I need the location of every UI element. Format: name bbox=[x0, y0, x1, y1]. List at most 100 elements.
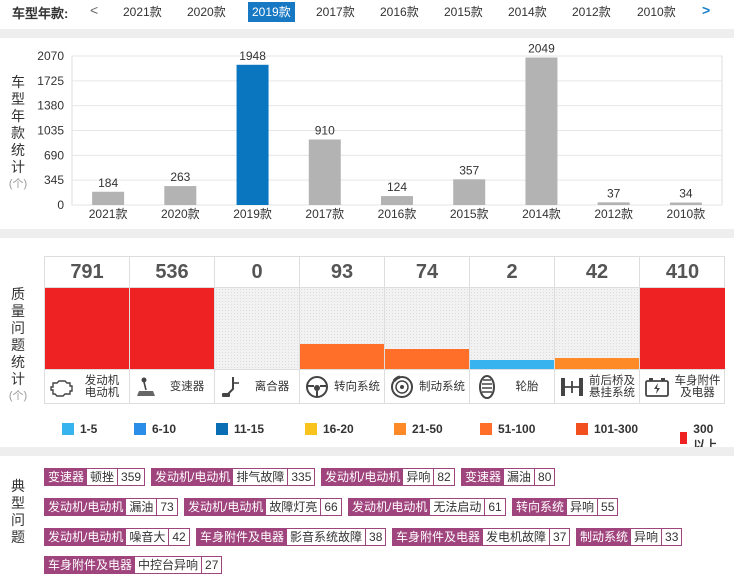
legend-item: 21-50 bbox=[394, 422, 443, 436]
quality-item-footer: 转向系统 bbox=[300, 369, 384, 403]
issue-tag[interactable]: 转向系统 异响 55 bbox=[512, 498, 619, 516]
quality-item-footer: 制动系统 bbox=[385, 369, 469, 403]
issue-tag-category: 发动机/电动机 bbox=[152, 469, 234, 485]
bar-2010款[interactable] bbox=[669, 202, 702, 205]
section-divider bbox=[0, 229, 734, 238]
clutch-pedal-icon bbox=[219, 374, 245, 400]
quality-item-name: 离合器 bbox=[254, 380, 290, 393]
legend-label: 101-300 bbox=[594, 422, 639, 436]
quality-item-footer: 离合器 bbox=[215, 369, 299, 403]
bar-2020款[interactable] bbox=[164, 186, 197, 205]
year-tab-2016[interactable]: 2016款 bbox=[380, 5, 419, 19]
issue-tag[interactable]: 车身附件及电器 发电机故障 37 bbox=[392, 528, 571, 546]
issue-tag[interactable]: 发动机/电动机 无法启动 61 bbox=[348, 498, 506, 516]
issue-tag[interactable]: 发动机/电动机 噪音大 42 bbox=[44, 528, 190, 546]
next-arrow-icon[interactable]: > bbox=[702, 2, 711, 18]
year-tab-2017[interactable]: 2017款 bbox=[316, 5, 355, 19]
year-tab-2019[interactable]: 2019款 bbox=[248, 2, 295, 22]
issue-tag[interactable]: 发动机/电动机 漏油 73 bbox=[44, 498, 178, 516]
bar-value-label: 124 bbox=[387, 180, 407, 194]
legend-swatch bbox=[134, 423, 146, 435]
year-tab-2021[interactable]: 2021款 bbox=[123, 5, 162, 19]
issue-tag-category: 变速器 bbox=[45, 469, 88, 485]
x-tick-label: 2015款 bbox=[450, 207, 489, 221]
x-tick-label: 2017款 bbox=[305, 207, 344, 221]
quality-bar-track bbox=[640, 288, 725, 369]
issue-tag-count: 37 bbox=[550, 529, 570, 545]
quality-bar bbox=[385, 349, 469, 369]
legend-item: 11-15 bbox=[216, 422, 264, 436]
quality-column[interactable]: 0 离合器 bbox=[215, 257, 300, 403]
legend-swatch bbox=[394, 423, 406, 435]
quality-bar-track bbox=[215, 288, 299, 369]
quality-unit-label: (个) bbox=[8, 390, 28, 402]
y-tick-label: 690 bbox=[44, 148, 64, 162]
legend-item: 1-5 bbox=[62, 422, 97, 436]
quality-column[interactable]: 74 制动系统 bbox=[385, 257, 470, 403]
issue-tag-count: 27 bbox=[202, 557, 222, 573]
year-tab-2014[interactable]: 2014款 bbox=[508, 5, 547, 19]
legend-label: 51-100 bbox=[498, 422, 536, 436]
axle-suspension-icon bbox=[559, 374, 585, 400]
quality-column[interactable]: 536 变速器 bbox=[130, 257, 215, 403]
year-tab-2015[interactable]: 2015款 bbox=[444, 5, 483, 19]
y-tick-label: 0 bbox=[57, 198, 64, 212]
legend-item: 51-100 bbox=[480, 422, 535, 436]
issue-tag[interactable]: 发动机/电动机 故障灯亮 66 bbox=[184, 498, 342, 516]
year-tab-2010[interactable]: 2010款 bbox=[637, 5, 676, 19]
quality-column[interactable]: 791 发动机 电动机 bbox=[45, 257, 130, 403]
issue-tag[interactable]: 发动机/电动机 异响 82 bbox=[321, 468, 455, 486]
issue-tag-category: 转向系统 bbox=[513, 499, 568, 515]
quality-item-footer: 变速器 bbox=[130, 369, 214, 403]
bar-2019款[interactable] bbox=[236, 64, 269, 205]
tire-icon bbox=[474, 374, 500, 400]
issue-tag-issue: 漏油 bbox=[126, 499, 158, 515]
quality-bar-track bbox=[385, 288, 469, 369]
issue-tag-issue: 异响 bbox=[631, 529, 663, 545]
issue-tag-issue: 故障灯亮 bbox=[266, 499, 322, 515]
quality-item-name: 制动系统 bbox=[419, 380, 465, 393]
bar-2014款[interactable] bbox=[525, 57, 558, 205]
bar-2021款[interactable] bbox=[92, 191, 125, 205]
issue-tag-count: 82 bbox=[434, 469, 454, 485]
issue-tag[interactable]: 变速器 漏油 80 bbox=[461, 468, 556, 486]
quality-column[interactable]: 2 轮胎 bbox=[470, 257, 555, 403]
quality-item-name: 发动机 电动机 bbox=[84, 374, 120, 399]
legend-item: 101-300 bbox=[576, 422, 638, 436]
year-tab-2012[interactable]: 2012款 bbox=[572, 5, 611, 19]
quality-column[interactable]: 410 车身附件 及电器 bbox=[640, 257, 725, 403]
issue-tag-issue: 发电机故障 bbox=[483, 529, 551, 545]
quality-bar bbox=[555, 357, 639, 369]
issue-tag[interactable]: 发动机/电动机 排气故障 335 bbox=[151, 468, 316, 486]
prev-arrow-icon[interactable]: < bbox=[90, 2, 99, 18]
bar-2017款[interactable] bbox=[308, 139, 341, 205]
bar-2015款[interactable] bbox=[453, 179, 486, 205]
issue-tag[interactable]: 制动系统 异响 33 bbox=[576, 528, 683, 546]
issue-tag-category: 发动机/电动机 bbox=[185, 499, 267, 515]
quality-bar bbox=[130, 288, 214, 369]
issue-tag-issue: 噪音大 bbox=[126, 529, 170, 545]
quality-column[interactable]: 42 前后桥及 悬挂系统 bbox=[555, 257, 640, 403]
quality-side-label: 质 量 问 题 统 计 (个) bbox=[8, 286, 28, 405]
issue-tag[interactable]: 车身附件及电器 中控台异响 27 bbox=[44, 556, 223, 574]
issue-tag[interactable]: 车身附件及电器 影音系统故障 38 bbox=[196, 528, 387, 546]
issue-tag-issue: 异响 bbox=[403, 469, 435, 485]
issue-tag[interactable]: 变速器 顿挫 359 bbox=[44, 468, 146, 486]
battery-icon bbox=[644, 374, 670, 400]
bar-2016款[interactable] bbox=[381, 196, 413, 205]
issue-tag-category: 发动机/电动机 bbox=[45, 499, 127, 515]
x-tick-label: 2019款 bbox=[233, 207, 272, 221]
quality-count: 791 bbox=[45, 257, 129, 288]
quality-item-footer: 车身附件 及电器 bbox=[640, 369, 725, 403]
issue-tag-issue: 顿挫 bbox=[87, 469, 119, 485]
issue-tag-category: 发动机/电动机 bbox=[349, 499, 431, 515]
issue-tag-count: 66 bbox=[321, 499, 341, 515]
bar-2012款[interactable] bbox=[597, 202, 630, 205]
quality-column[interactable]: 93 转向系统 bbox=[300, 257, 385, 403]
year-selector-label: 车型年款: bbox=[12, 6, 69, 21]
gear-shift-icon bbox=[134, 374, 160, 400]
year-tab-2020[interactable]: 2020款 bbox=[187, 5, 226, 19]
quality-item-name: 转向系统 bbox=[334, 380, 380, 393]
quality-count: 410 bbox=[640, 257, 725, 288]
quality-item-name: 变速器 bbox=[169, 380, 205, 393]
